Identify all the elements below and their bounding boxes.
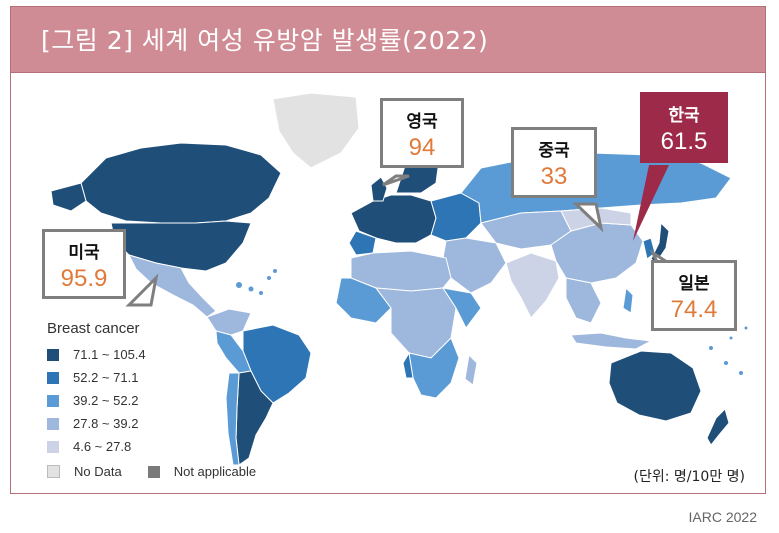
callout-uk-value: 94: [408, 134, 436, 161]
callout-usa-value: 95.9: [60, 265, 108, 292]
region-middle-east: [442, 237, 507, 294]
legend-label: 52.2 ~ 71.1: [73, 370, 139, 385]
legend-swatch: [47, 394, 59, 407]
legend-label-not-applicable: Not applicable: [173, 464, 257, 479]
legend-label: 4.6 ~ 27.8: [73, 439, 132, 454]
legend-label: 27.8 ~ 39.2: [73, 416, 139, 431]
legend-item: 52.2 ~ 71.1: [47, 366, 146, 389]
callout-china-name: 중국: [538, 141, 570, 161]
legend-item: 39.2 ~ 52.2: [47, 389, 146, 412]
pointer-korea: [633, 165, 669, 241]
legend-swatch: [47, 440, 59, 453]
legend-swatch-no-data: [47, 465, 60, 478]
region-chile: [225, 372, 240, 466]
legend-label-no-data: No Data: [74, 464, 122, 479]
legend-item: 4.6 ~ 27.8: [47, 435, 146, 458]
unit-label: (단위: 명/10만 명): [633, 469, 745, 485]
source-label: IARC 2022: [688, 509, 757, 525]
region-caribbean: [236, 269, 277, 295]
legend-swatch: [47, 417, 59, 430]
region-usa: [110, 220, 252, 272]
callout-korea: 한국 61.5: [640, 92, 728, 163]
callout-usa-name: 미국: [68, 243, 100, 263]
region-australia: [608, 350, 702, 422]
legend-swatch: [47, 348, 59, 361]
region-mexico: [128, 254, 217, 318]
callout-japan-name: 일본: [678, 274, 710, 294]
region-southern-africa: [408, 337, 460, 399]
callout-japan: 일본 74.4: [651, 260, 737, 331]
callout-japan-value: 74.4: [670, 296, 718, 323]
callout-china: 중국 33: [511, 127, 597, 198]
region-indonesia: [570, 332, 653, 350]
pointer-usa: [125, 273, 159, 307]
callout-uk-name: 영국: [406, 112, 438, 132]
legend-item: 71.1 ~ 105.4: [47, 343, 146, 366]
region-west-africa: [335, 277, 392, 324]
region-alaska: [50, 182, 87, 212]
region-iberia: [348, 230, 377, 256]
legend-label: 39.2 ~ 52.2: [73, 393, 139, 408]
region-east-africa: [441, 287, 482, 329]
callout-korea-name: 한국: [668, 106, 700, 126]
figure-title: [그림 2] 세계 여성 유방암 발생률(2022): [41, 26, 489, 55]
legend-item: 27.8 ~ 39.2: [47, 412, 146, 435]
region-philippines: [622, 286, 634, 314]
region-pacific-islands: [709, 326, 748, 375]
callout-china-value: 33: [540, 163, 568, 190]
region-greenland: [272, 92, 360, 169]
legend-swatch: [47, 371, 59, 384]
region-madagascar: [464, 353, 478, 386]
callout-usa: 미국 95.9: [42, 229, 126, 299]
region-india: [505, 252, 560, 319]
figure-frame: [그림 2] 세계 여성 유방암 발생률(2022): [10, 6, 766, 494]
region-uk: [370, 176, 388, 202]
pointer-china: [572, 202, 604, 233]
callout-korea-value: 61.5: [660, 128, 708, 155]
legend-title: Breast cancer: [47, 320, 140, 337]
legend-label: 71.1 ~ 105.4: [73, 347, 146, 362]
title-bar: [그림 2] 세계 여성 유방암 발생률(2022): [11, 7, 765, 73]
region-namibia: [402, 351, 414, 379]
legend: Breast cancer 71.1 ~ 105.4 52.2 ~ 71.1 3…: [47, 320, 146, 458]
region-southeast-asia: [565, 277, 602, 324]
region-canada: [80, 142, 282, 224]
pointer-uk: [382, 174, 410, 187]
region-new-zealand: [706, 408, 730, 446]
legend-na-row: No Data Not applicable: [47, 464, 256, 479]
legend-swatch-not-applicable: [147, 465, 160, 478]
callout-uk: 영국 94: [380, 98, 464, 168]
